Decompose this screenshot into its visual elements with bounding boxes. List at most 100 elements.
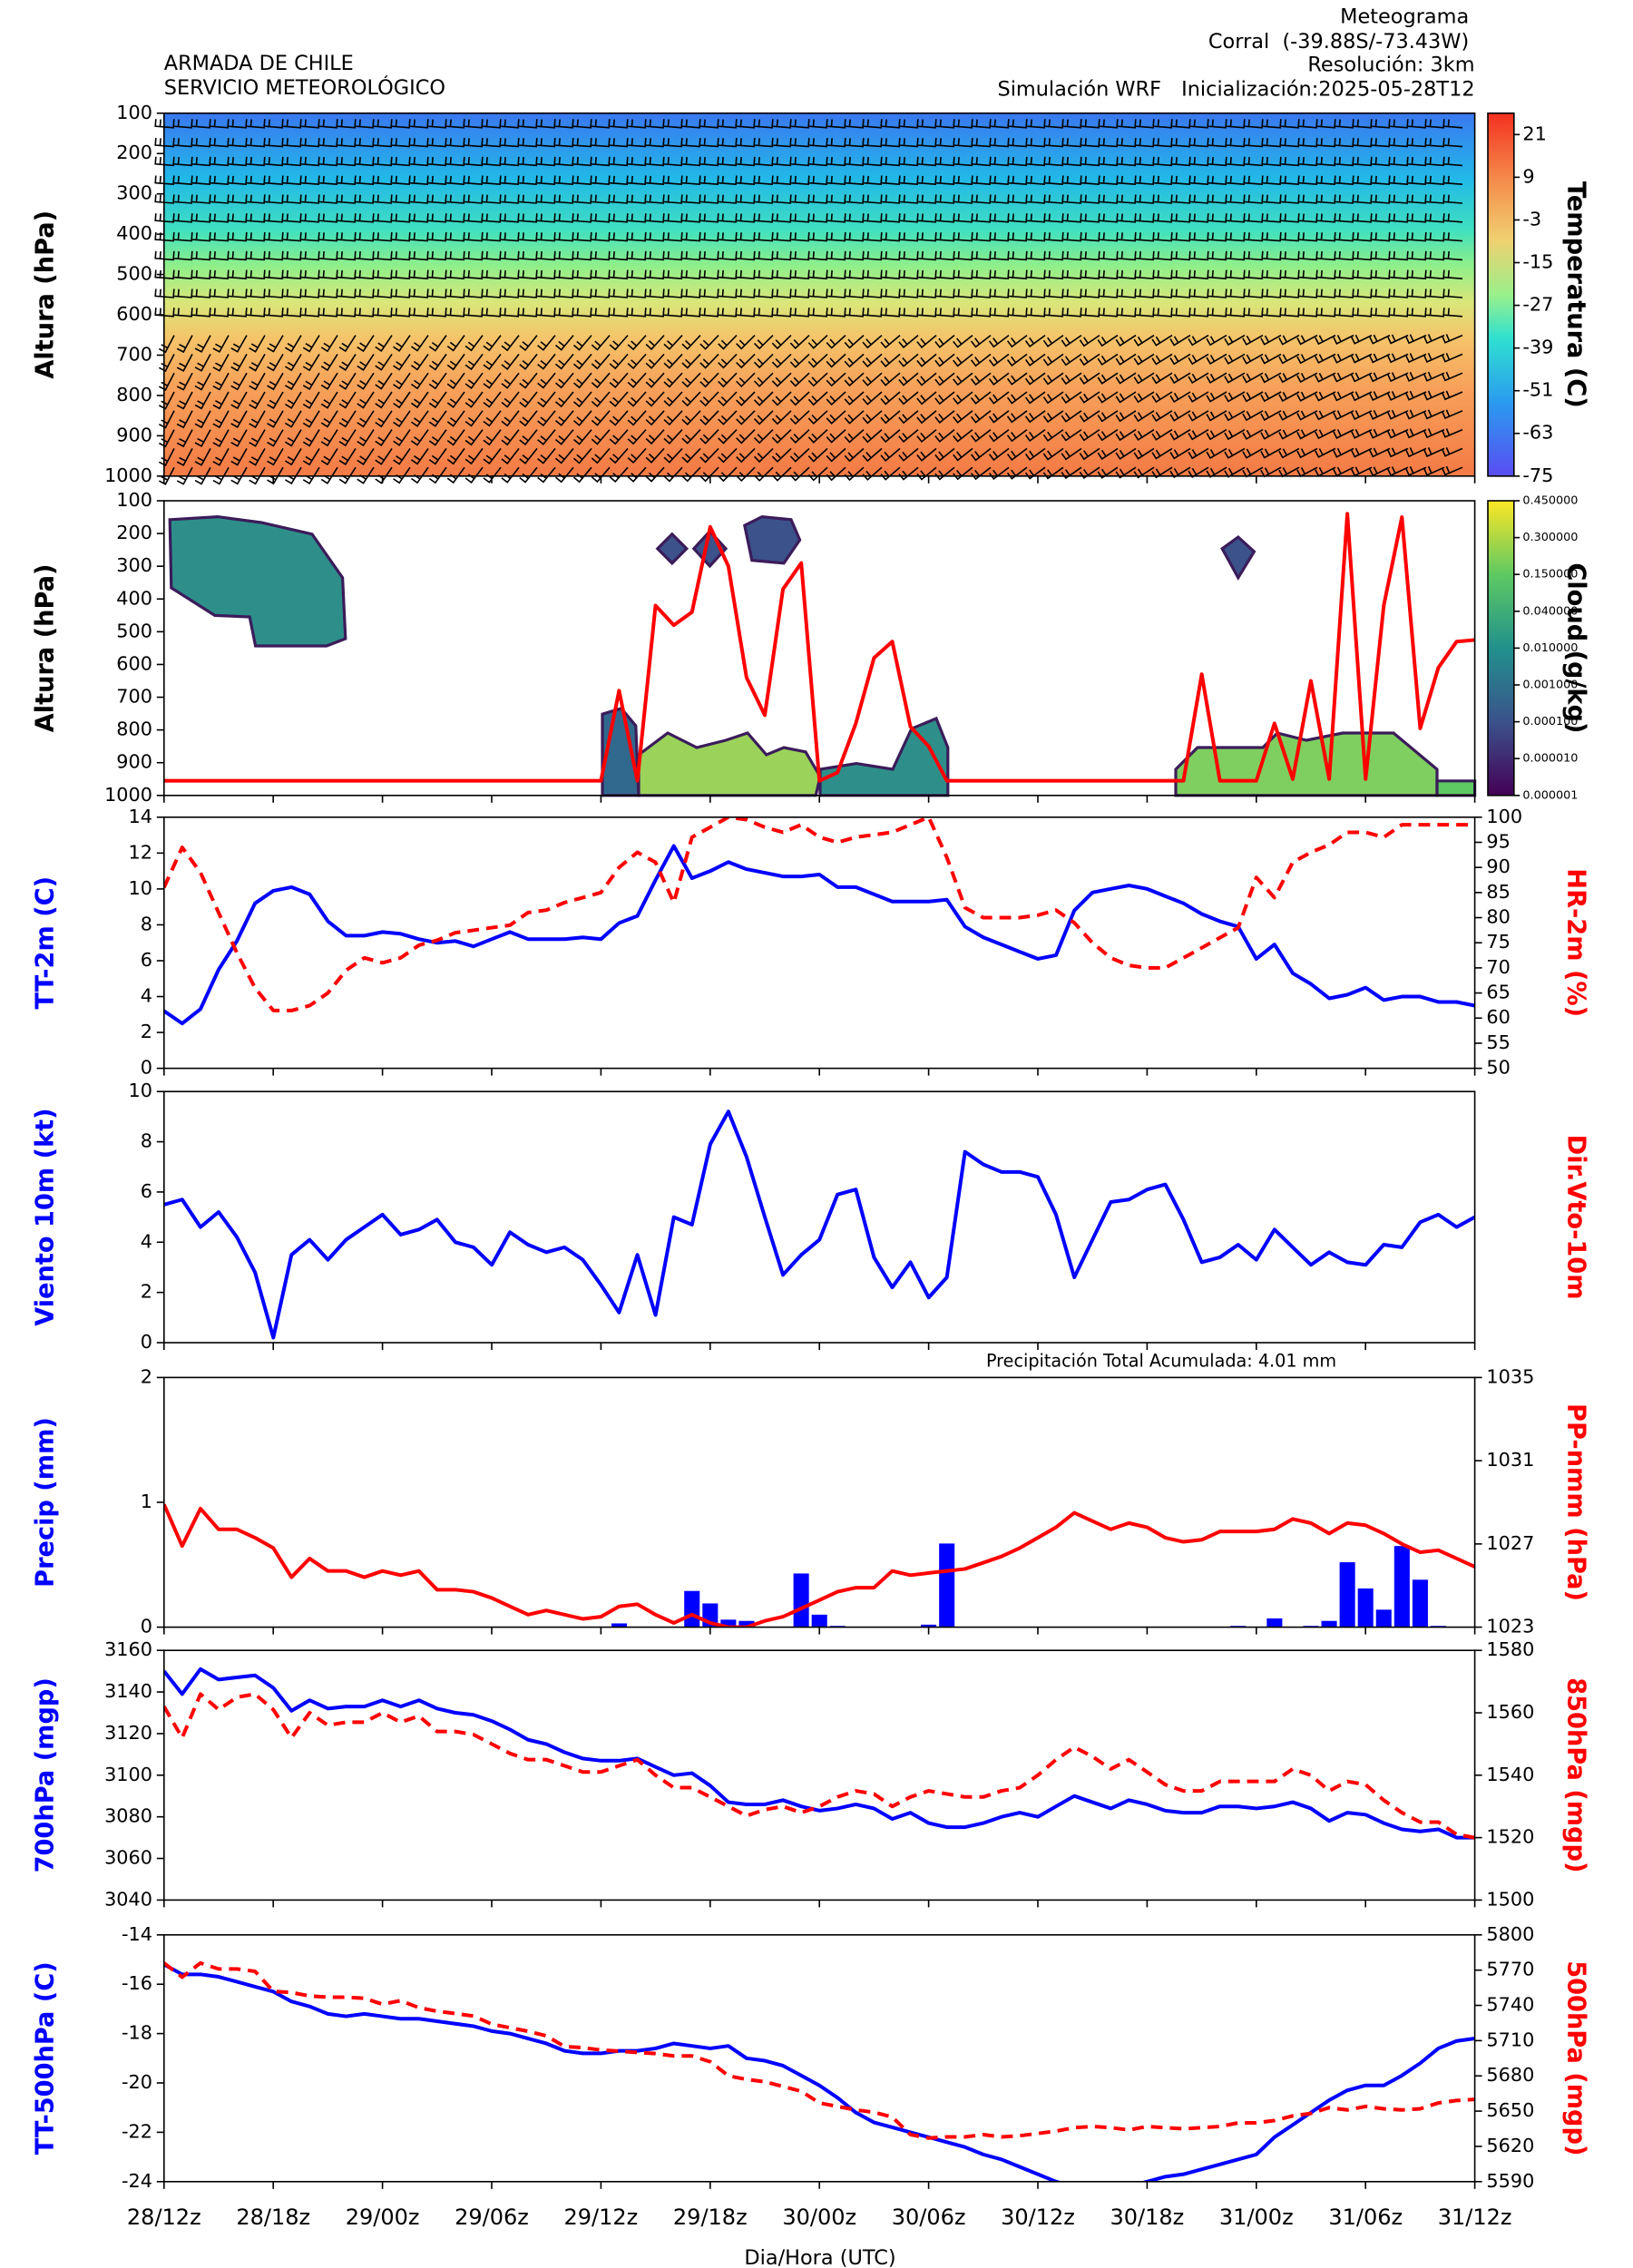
wind-barb (862, 119, 883, 129)
wind-barb (699, 231, 719, 242)
wind-barb (880, 119, 901, 129)
wind-barb (771, 429, 792, 445)
x-tick-label: 29/18z (673, 2204, 748, 2230)
bar (1321, 1620, 1337, 1628)
wind-barb (1061, 428, 1082, 442)
wind-barb (1423, 465, 1445, 476)
wind-barb (1261, 137, 1282, 148)
wind-barb (481, 194, 502, 204)
y-tick-label: 3060 (104, 1847, 152, 1869)
wind-barb (1260, 410, 1282, 421)
wind-barb (753, 447, 774, 464)
wind-barb (771, 308, 792, 318)
wind-barb (245, 194, 266, 204)
wind-barb (372, 231, 393, 242)
wind-barb (1278, 334, 1300, 346)
wind-barb (1334, 119, 1354, 129)
wind-barb (1207, 137, 1227, 148)
annotation: Precipitación Total Acumulada: 4.01 mm (986, 1350, 1336, 1371)
y-tick-label: 3140 (104, 1680, 152, 1702)
wind-barb (1152, 231, 1173, 242)
wind-barb (898, 353, 919, 367)
wind-barb (572, 269, 592, 279)
wind-barb (318, 137, 338, 148)
wind-barb (483, 429, 502, 446)
wind-barb (1388, 288, 1409, 298)
wind-barb (1061, 288, 1082, 298)
wind-barb (844, 194, 865, 204)
wind-barb (1334, 213, 1354, 223)
wind-barb (1352, 175, 1373, 185)
wind-barb (428, 410, 447, 427)
wind-barb (989, 250, 1010, 261)
wind-barb (826, 353, 846, 368)
wind-barb (1242, 391, 1264, 403)
wind-barb (645, 447, 665, 464)
wind-barb (299, 137, 320, 148)
wind-barb (953, 156, 973, 167)
wind-barb (537, 372, 556, 389)
wind-barb (354, 250, 375, 261)
wind-barb (227, 308, 248, 318)
wind-barb (608, 308, 629, 318)
wind-barb (736, 335, 756, 350)
wind-barb (789, 250, 810, 261)
wind-barb (154, 288, 175, 298)
wind-barb (1170, 231, 1191, 242)
y-tick-label: 2 (141, 1021, 152, 1042)
wind-barb (572, 156, 592, 167)
wind-barb (1297, 194, 1318, 204)
wind-barb (807, 308, 828, 318)
wind-barb (499, 288, 520, 298)
wind-barb (426, 175, 447, 185)
wind-barb (1279, 175, 1300, 185)
wind-barb (554, 353, 574, 370)
wind-barb (227, 194, 248, 204)
wind-barb (1387, 409, 1409, 420)
wind-barb (393, 447, 411, 465)
wind-barb (1133, 466, 1155, 479)
wind-barb (1224, 428, 1246, 441)
wind-barb (971, 231, 992, 242)
y-tick-label: 700 (116, 343, 152, 365)
wind-barb (1315, 353, 1336, 364)
wind-barb (299, 269, 320, 279)
init-time: Inicialización:2025-05-28T12 (1181, 78, 1474, 102)
wind-barb (862, 334, 883, 349)
wind-barb (410, 335, 429, 352)
wind-barb (1097, 447, 1119, 461)
cloud-blob (1435, 779, 1477, 797)
wind-barb (1188, 119, 1209, 129)
wind-barb (1116, 308, 1137, 318)
wind-barb (1116, 250, 1137, 261)
wind-barb (1133, 447, 1155, 460)
wind-barb (191, 250, 211, 261)
wind-barb (445, 250, 465, 261)
title: Meteograma (1340, 5, 1469, 29)
wind-barb (626, 250, 647, 261)
wind-barb (988, 410, 1010, 424)
wind-barb (445, 213, 465, 223)
wind-barb (1334, 250, 1354, 261)
wind-barb (338, 410, 357, 428)
y2-tick-label: 90 (1486, 855, 1510, 877)
wind-barb (336, 156, 357, 167)
wind-barb (717, 194, 738, 204)
wind-barb (1115, 372, 1137, 385)
wind-barb (662, 231, 683, 242)
wind-barb (680, 213, 701, 223)
cloud-blob (655, 532, 689, 566)
wind-barb (553, 194, 574, 204)
wind-barb (988, 372, 1010, 386)
wind-barb (1206, 334, 1227, 347)
wind-barb (807, 391, 828, 406)
wind-barb (1225, 175, 1246, 185)
wind-barb (1116, 137, 1137, 148)
wind-barb (519, 353, 538, 370)
wind-barb (372, 119, 393, 129)
y2-tick-label: 60 (1486, 1006, 1510, 1028)
wind-barb (517, 137, 538, 148)
wind-barb (1025, 213, 1046, 223)
wind-barb (535, 250, 556, 261)
wind-barb (916, 269, 937, 279)
